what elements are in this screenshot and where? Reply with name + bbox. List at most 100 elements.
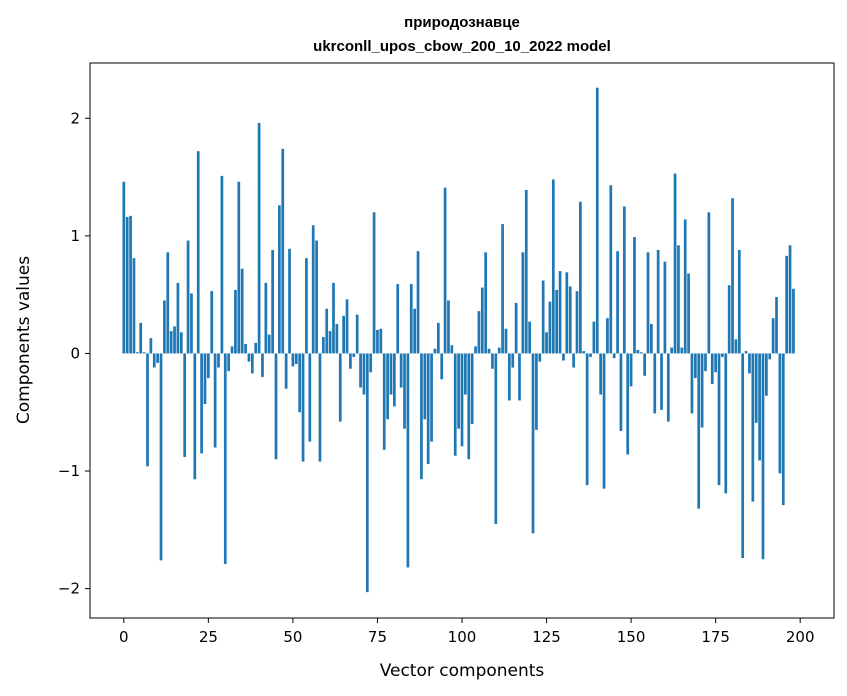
bar-198 — [792, 288, 795, 354]
bar-30 — [223, 353, 227, 564]
bar-79 — [389, 353, 393, 395]
bar-19 — [186, 240, 190, 354]
bar-20 — [190, 293, 193, 354]
bar-94 — [440, 353, 444, 380]
bar-164 — [677, 245, 680, 354]
bar-120 — [528, 321, 531, 354]
bar-162 — [670, 347, 674, 354]
bar-77 — [382, 353, 386, 450]
bar-196 — [785, 255, 789, 354]
bar-189 — [761, 353, 765, 560]
bar-186 — [751, 353, 755, 502]
bar-63 — [335, 324, 339, 354]
bar-107 — [484, 252, 488, 354]
bar-37 — [247, 353, 251, 362]
y-axis-ticks: −2 −1 0 1 2 — [58, 109, 90, 598]
x-tick-label: 50 — [283, 628, 302, 646]
bar-81 — [396, 284, 400, 354]
bar-97 — [450, 345, 454, 354]
bar-166 — [683, 219, 687, 354]
y-tick-label: 1 — [70, 227, 80, 245]
bar-74 — [372, 212, 376, 354]
bar-68 — [352, 353, 356, 357]
bar-117 — [518, 353, 521, 401]
bar-93 — [436, 322, 440, 354]
bar-53 — [301, 353, 305, 462]
bar-84 — [406, 353, 410, 568]
bar-87 — [416, 251, 420, 354]
bar-183 — [741, 353, 745, 559]
chart-title: природознавце — [404, 14, 520, 31]
bar-149 — [626, 353, 630, 455]
bar-46 — [278, 205, 281, 354]
bar-28 — [217, 353, 220, 368]
y-tick-label: −2 — [58, 580, 80, 598]
bar-130 — [562, 353, 565, 361]
bar-146 — [616, 251, 619, 354]
bar-54 — [305, 258, 308, 354]
bar-136 — [582, 351, 586, 354]
bar-5 — [139, 322, 143, 354]
bar-91 — [430, 353, 433, 442]
bar-64 — [338, 353, 342, 422]
x-tick-label: 150 — [617, 628, 646, 646]
bar-52 — [298, 353, 302, 413]
bar-83 — [403, 353, 406, 429]
bar-132 — [568, 286, 572, 354]
bar-2 — [129, 215, 132, 354]
bar-73 — [369, 353, 373, 373]
bar-92 — [433, 348, 437, 354]
bar-108 — [487, 348, 491, 354]
bar-168 — [690, 353, 694, 414]
bar-90 — [426, 353, 430, 464]
bar-165 — [680, 347, 684, 354]
bar-41 — [261, 353, 264, 377]
y-tick-label: 0 — [70, 344, 80, 362]
bar-6 — [142, 352, 146, 354]
plot-frame — [89, 62, 835, 619]
bar-51 — [294, 353, 298, 365]
bar-8 — [149, 338, 153, 354]
bar-7 — [146, 353, 149, 467]
bar-170 — [697, 353, 701, 509]
y-tick-label: −1 — [58, 462, 80, 480]
bar-25 — [207, 353, 210, 379]
bar-55 — [308, 353, 312, 442]
bar-56 — [311, 225, 315, 354]
bar-157 — [653, 353, 657, 414]
bar-143 — [606, 318, 609, 354]
bar-135 — [579, 201, 582, 354]
bar-154 — [643, 353, 646, 376]
bar-44 — [271, 249, 274, 354]
bar-177 — [721, 353, 724, 357]
bar-190 — [765, 353, 768, 396]
bar-112 — [501, 224, 504, 354]
bar-66 — [345, 299, 349, 354]
bar-127 — [551, 179, 555, 354]
bar-85 — [409, 284, 413, 354]
bar-62 — [332, 282, 335, 354]
bar-27 — [213, 353, 217, 448]
bar-48 — [284, 353, 288, 389]
bar-39 — [254, 342, 258, 354]
bar-173 — [707, 212, 711, 354]
bar-24 — [203, 353, 207, 404]
bar-111 — [497, 347, 501, 354]
bar-194 — [778, 353, 782, 474]
bar-119 — [524, 189, 528, 354]
bar-101 — [464, 353, 467, 395]
bar-134 — [575, 291, 579, 354]
bar-15 — [173, 326, 176, 354]
bar-58 — [318, 353, 322, 462]
bar-125 — [545, 332, 548, 354]
bar-147 — [619, 353, 623, 432]
bar-14 — [169, 331, 173, 354]
bar-59 — [321, 336, 325, 354]
bars-group — [122, 87, 795, 593]
bar-35 — [240, 268, 244, 354]
bar-142 — [602, 353, 606, 489]
bar-106 — [480, 287, 484, 354]
bar-100 — [460, 353, 464, 447]
bar-78 — [386, 353, 389, 420]
bar-36 — [244, 344, 247, 354]
